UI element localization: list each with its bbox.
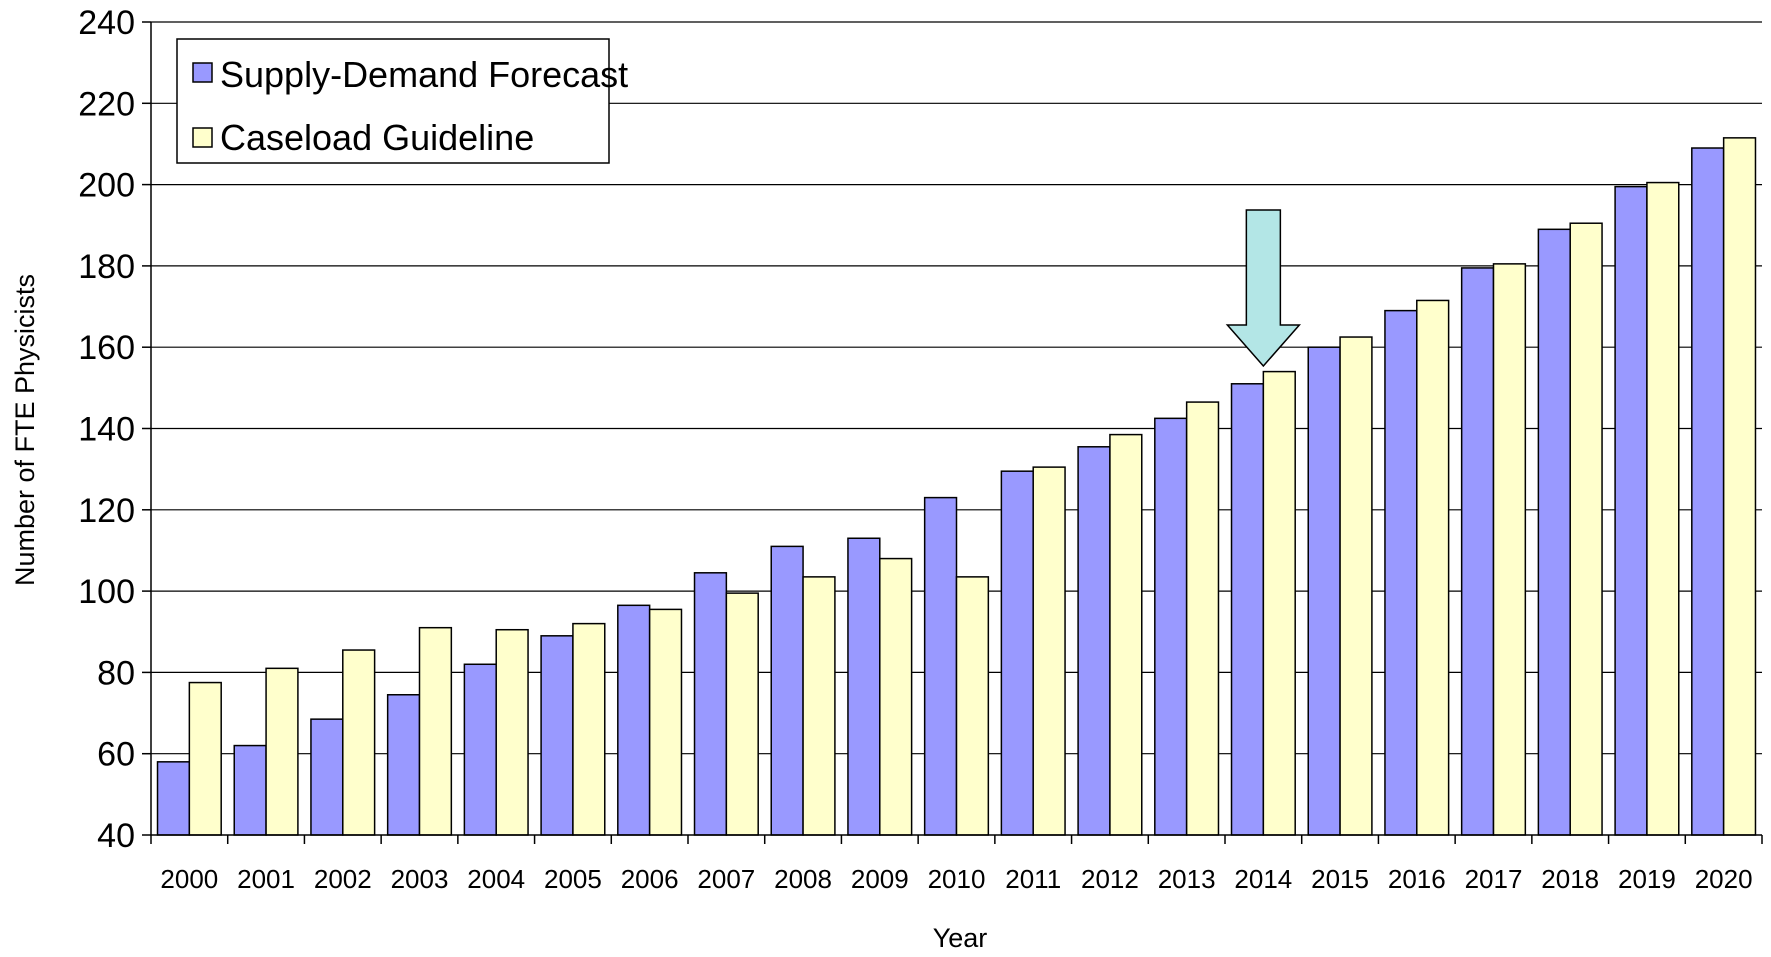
y-tick-label: 160 [78,329,135,367]
y-tick-label: 80 [97,654,135,692]
bar-supply-demand-2016 [1384,309,1418,836]
bar-supply-demand-2013 [1154,417,1188,836]
x-tick-label: 2018 [1541,864,1599,894]
bar-supply-demand-2006 [617,604,651,836]
bar-caseload-2009 [879,557,913,836]
bar-supply-demand-2000 [156,761,191,836]
x-tick-label: 2007 [697,864,755,894]
legend-box [176,38,610,164]
annotation-arrow-icon [1225,209,1302,368]
bars-group [156,137,1757,836]
x-tick-label: 2019 [1618,864,1676,894]
legend-swatch-caseload [192,127,213,148]
x-tick-label: 2020 [1695,864,1753,894]
bar-supply-demand-2008 [770,545,804,836]
y-tick-label: 220 [78,85,135,123]
x-tick-label: 2001 [237,864,295,894]
x-tick-label: 2000 [160,864,218,894]
y-tick-label: 180 [78,248,135,286]
y-tick-labels: 40 60 80 100 120 140 160 180 200 220 240 [78,4,135,855]
bar-supply-demand-2020 [1691,147,1725,836]
bar-caseload-2010 [955,576,990,836]
bar-supply-demand-2010 [923,496,958,836]
x-tick-label: 2003 [391,864,449,894]
bar-caseload-2013 [1185,401,1220,836]
legend-swatch-supply-demand [192,62,213,83]
bar-supply-demand-2017 [1460,267,1495,836]
x-tick-label: 2015 [1311,864,1369,894]
legend-label-supply-demand: Supply-Demand Forecast [220,54,628,95]
x-tick-label: 2002 [314,864,372,894]
bar-supply-demand-2011 [1000,470,1034,836]
bar-caseload-2011 [1032,466,1066,836]
x-tick-label: 2010 [928,864,986,894]
bar-supply-demand-2009 [847,537,881,836]
bar-supply-demand-2014 [1230,383,1265,836]
bar-supply-demand-2005 [540,635,574,836]
y-tick-label: 100 [78,573,135,611]
bar-caseload-2003 [418,626,453,836]
bar-supply-demand-2002 [310,718,344,836]
y-tick-label: 40 [97,817,135,855]
x-tick-label: 2005 [544,864,602,894]
bar-caseload-2002 [342,649,376,836]
bar-supply-demand-2003 [386,694,421,836]
bar-caseload-2001 [265,667,299,836]
x-axis-label: Year [933,923,988,953]
y-axis-label: Number of FTE Physicists [10,274,40,586]
bar-caseload-2014 [1262,370,1296,836]
bar-caseload-2005 [572,622,606,836]
x-tick-label: 2008 [774,864,832,894]
bar-caseload-2006 [648,608,683,836]
x-tick-label: 2016 [1388,864,1446,894]
bar-caseload-2015 [1339,336,1373,836]
bar-supply-demand-2019 [1614,185,1648,836]
x-tick-label: 2012 [1081,864,1139,894]
bar-caseload-2000 [188,681,222,836]
bar-caseload-2017 [1492,263,1527,836]
x-tick-label: 2009 [851,864,909,894]
axes [142,21,1763,844]
x-tick-label: 2013 [1158,864,1216,894]
x-tick-label: 2017 [1465,864,1523,894]
y-tick-label: 120 [78,492,135,530]
bar-caseload-2008 [802,576,836,836]
x-tick-label: 2006 [621,864,679,894]
legend-label-caseload: Caseload Guideline [220,117,534,158]
y-tick-label: 140 [78,411,135,449]
bar-supply-demand-2015 [1307,346,1341,836]
bar-caseload-2020 [1722,137,1757,836]
legend: Supply-Demand Forecast Caseload Guidelin… [176,38,628,164]
bar-caseload-2004 [495,628,529,836]
bar-supply-demand-2012 [1077,446,1111,836]
x-tick-label: 2004 [467,864,525,894]
bar-caseload-2012 [1109,433,1143,836]
bar-caseload-2019 [1646,181,1680,836]
bar-caseload-2007 [725,592,759,836]
bar-supply-demand-2007 [693,572,728,836]
bar-caseload-2018 [1569,222,1603,836]
bar-supply-demand-2018 [1537,228,1571,836]
x-tick-label: 2014 [1234,864,1292,894]
y-tick-label: 240 [78,4,135,42]
x-tick-label: 2011 [1005,864,1061,894]
x-tick-labels: 2000 2001 2002 2003 2004 2005 2006 2007 2008 2009… [160,864,1752,894]
annotations [1225,209,1302,368]
bar-supply-demand-2004 [463,663,497,836]
bar-supply-demand-2001 [233,744,267,836]
y-tick-label: 200 [78,167,135,205]
y-tick-label: 60 [97,736,135,774]
bar-caseload-2016 [1416,299,1450,836]
